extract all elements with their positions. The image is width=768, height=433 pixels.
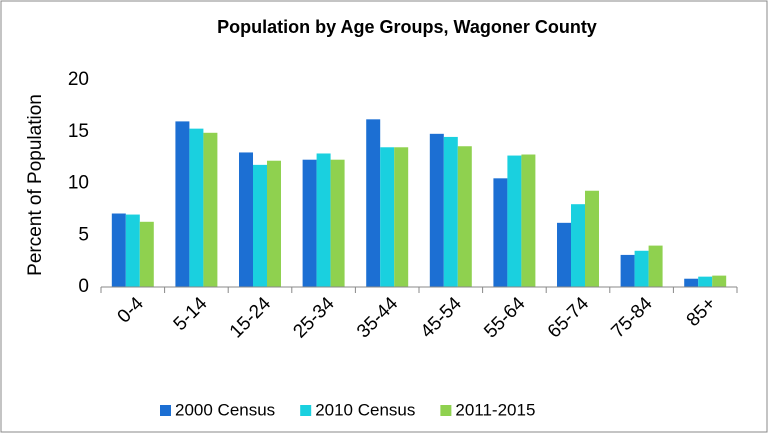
bar [648,245,663,287]
bar [457,146,472,287]
bar [712,275,727,287]
legend-label: 2011-2015 [455,400,535,419]
bar [557,222,572,287]
bar [634,250,649,287]
bar [380,147,395,287]
bar [175,121,190,288]
bar [366,119,381,287]
bar [429,133,444,287]
y-tick-label: 5 [78,224,89,245]
bar [330,159,345,287]
y-tick-label: 10 [68,173,89,194]
chart-title: Population by Age Groups, Wagoner County [217,17,597,37]
bar [684,278,699,287]
bar [239,152,254,287]
bar [584,190,599,287]
bar [443,136,458,287]
bar [493,178,508,287]
bar [571,204,585,287]
legend-swatch [440,405,452,416]
y-tick-label: 20 [68,69,89,90]
bar [125,214,140,287]
bar [139,221,154,287]
bar [698,276,713,287]
legend-swatch [300,405,312,416]
bar [203,132,218,287]
y-tick-label: 15 [68,121,89,142]
bar [620,254,635,287]
y-tick-label: 0 [78,276,89,297]
bar [394,147,409,287]
legend-label: 2000 Census [175,400,275,419]
legend-swatch [160,405,171,416]
bar [302,159,317,287]
bar [111,213,126,287]
bar [266,160,281,287]
legend-label: 2010 Census [315,400,415,419]
bar [521,154,536,287]
bar [189,128,204,287]
bar [316,153,331,287]
y-axis-label: Percent of Population [25,94,46,276]
bar [253,164,267,287]
bar [507,155,522,287]
